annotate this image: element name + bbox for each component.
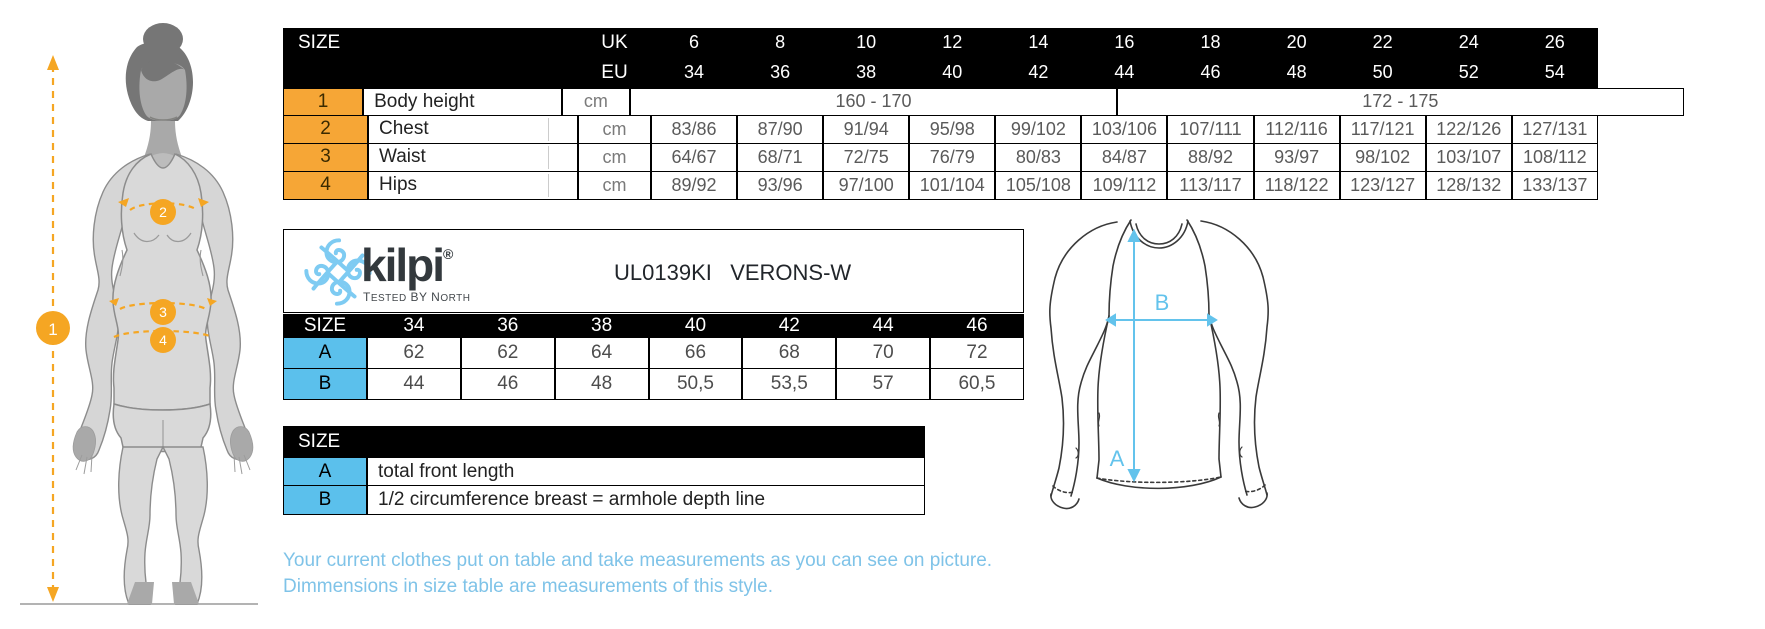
svg-text:3: 3: [159, 304, 167, 320]
svg-text:2: 2: [159, 204, 167, 220]
svg-text:B: B: [1155, 290, 1170, 315]
svg-text:A: A: [1110, 446, 1125, 471]
svg-text:1: 1: [48, 320, 57, 339]
svg-text:4: 4: [159, 332, 167, 348]
